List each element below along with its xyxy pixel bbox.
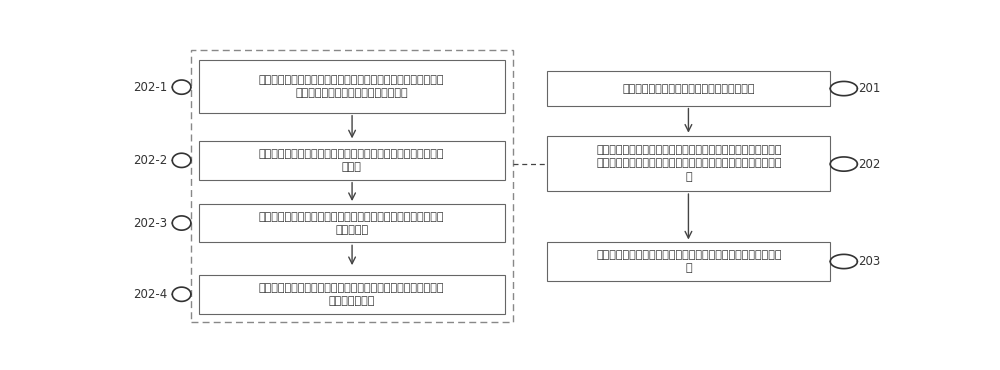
- Bar: [199, 141, 505, 180]
- Text: 201: 201: [858, 82, 880, 95]
- Text: 基于报价数据信息，获取各发电商的边际成本、各发电商的实际
报价、市场出清价格以及市场基准报价: 基于报价数据信息，获取各发电商的边际成本、各发电商的实际 报价、市场出清价格以及…: [259, 75, 444, 98]
- Text: 202-1: 202-1: [133, 81, 168, 94]
- Text: 203: 203: [858, 255, 880, 268]
- Bar: [547, 242, 830, 281]
- Bar: [199, 275, 505, 314]
- Bar: [547, 71, 830, 106]
- Bar: [547, 135, 830, 191]
- Bar: [199, 204, 505, 242]
- Text: 202-4: 202-4: [133, 288, 168, 301]
- Text: 获取电力现货市场中各发电商的报价数据信息: 获取电力现货市场中各发电商的报价数据信息: [623, 84, 755, 94]
- Bar: [191, 50, 512, 322]
- Text: 根据各发电商的实际报价和市场基准报价，获取各发电商的行为
影响测试值: 根据各发电商的实际报价和市场基准报价，获取各发电商的行为 影响测试值: [259, 212, 444, 235]
- Text: 202-3: 202-3: [134, 216, 168, 229]
- Text: 根据各发电商的数据测试指数值，确定各发电商是否存在持留行
为: 根据各发电商的数据测试指数值，确定各发电商是否存在持留行 为: [596, 250, 782, 273]
- Text: 202-2: 202-2: [133, 154, 168, 167]
- Text: 202: 202: [858, 158, 880, 171]
- Text: 根据各发电商的边际成本和市场出清价格，获得各发电商的勒纳
指数值: 根据各发电商的边际成本和市场出清价格，获得各发电商的勒纳 指数值: [259, 149, 444, 172]
- Text: 根据各发电商的勒纳指数值和行为影响测试值，确定各发电商的
数据测试指数值: 根据各发电商的勒纳指数值和行为影响测试值，确定各发电商的 数据测试指数值: [259, 283, 444, 306]
- Bar: [199, 60, 505, 113]
- Text: 基于报价数据信息对各发电商进行数据测试，获得各发电商的数
据测试指数值；其中，数据测试包括勒纳指数测试和行为影响测
试: 基于报价数据信息对各发电商进行数据测试，获得各发电商的数 据测试指数值；其中，数…: [596, 145, 782, 182]
